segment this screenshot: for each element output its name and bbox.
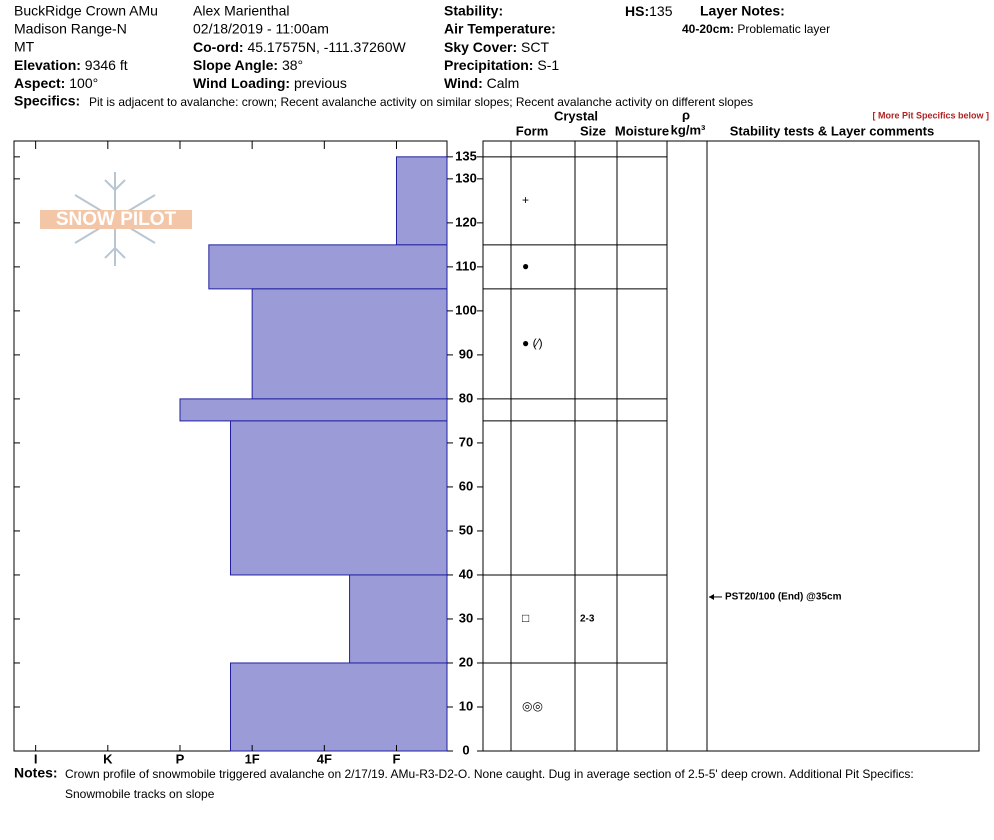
hs: HS:135 [625,3,673,19]
text: Problematic layer [737,22,830,36]
wind-loading: Wind Loading: previous [193,75,347,91]
hardness-bar [230,420,448,576]
label: Co-ord: [193,39,244,55]
layer-note: 40-20cm: Problematic layer [682,22,830,36]
label: HS: [625,3,649,19]
y-tick-label: 130 [455,170,477,185]
label: Sky Cover: [444,39,517,55]
label: Aspect: [14,75,65,91]
y-tick-label: 40 [459,566,473,581]
table-columns [510,141,708,751]
more-specifics-link[interactable]: [ More Pit Specifics below ] [872,110,989,120]
header-form: Form [516,123,549,138]
grain-form: ◎◎ [522,699,543,713]
slope-angle: Slope Angle: 38° [193,57,303,73]
logo-text: SNOW PILOT [56,209,177,230]
notes-label: Notes: [14,765,58,781]
hardness-bar [208,244,448,290]
label: Precipitation: [444,57,533,73]
hardness-bar [395,156,448,246]
range: Madison Range-N [14,21,127,37]
stability: Stability: [444,3,503,19]
label: Wind Loading: [193,75,290,91]
precipitation: Precipitation: S-1 [444,57,559,73]
header-crystal: Crystal [554,108,598,123]
label: Elevation: [14,57,81,73]
layer-notes-label: Layer Notes: [700,3,785,19]
observer: Alex Marienthal [193,3,290,19]
y-tick-label: 110 [456,258,477,273]
air-temperature: Air Temperature: [444,21,556,37]
header-density-unit: kg/m³ [671,122,706,137]
hardness-bar [349,574,448,664]
specifics-text: Pit is adjacent to avalanche: crown; Rec… [89,95,753,109]
grain-form: ● (⁄) [522,336,543,350]
y-tick-label: 10 [459,698,473,713]
header-size: Size [580,123,606,138]
y-tick-label: 20 [459,654,473,669]
value: previous [294,75,347,91]
header-rho: ρ [682,107,690,122]
label: Slope Angle: [193,57,278,73]
y-tick-label: 60 [459,478,473,493]
x-tick-label: P [176,751,185,766]
grain-size: 2-3 [580,614,595,625]
x-tick-label: 4F [317,751,332,766]
y-tick-label: 70 [459,434,473,449]
hardness-bar [230,662,448,752]
test-arrowhead [709,593,714,600]
y-tick-label: 90 [459,346,473,361]
value: 45.17575N, -111.37260W [247,39,406,55]
y-tick-label: 120 [455,214,477,229]
y-tick-label: 0 [462,742,469,757]
wind: Wind: Calm [444,75,519,91]
hardness-bar [251,288,448,400]
notes-line: Snowmobile tracks on slope [65,787,215,801]
elevation: Elevation: 9346 ft [14,57,128,73]
range: 40-20cm: [682,22,734,36]
x-tick-label: K [103,751,113,766]
y-tick-label: 30 [459,610,473,625]
label: Wind: [444,75,483,91]
x-tick-label: 1F [245,751,260,766]
value: 9346 ft [85,57,128,73]
y-tick-label: 50 [459,522,473,537]
x-tick-label: F [393,751,401,766]
value: S-1 [537,57,559,73]
grain-form: □ [522,611,529,625]
value: Calm [487,75,520,91]
stability-test: PST20/100 (End) @35cm [725,592,842,603]
value: 38° [282,57,303,73]
specifics-label: Specifics: [14,93,80,109]
notes-line: Crown profile of snowmobile triggered av… [65,767,914,781]
logo-band [40,210,192,229]
value: 135 [649,3,673,19]
grain-form: ● [522,259,529,273]
hardness-bar [179,398,448,422]
coord: Co-ord: 45.17575N, -111.37260W [193,39,406,55]
grain-form: + [522,193,529,207]
table-frame [482,140,980,752]
y-tick-label: 135 [455,148,477,163]
y-tick-label: 100 [455,302,477,317]
state: MT [14,39,35,55]
sky-cover: Sky Cover: SCT [444,39,549,55]
value: SCT [521,39,549,55]
y-tick-label: 80 [459,390,473,405]
site: BuckRidge Crown AMu [14,3,158,19]
datetime: 02/18/2019 - 11:00am [193,21,329,37]
aspect: Aspect: 100° [14,75,98,91]
header-comments: Stability tests & Layer comments [730,123,934,138]
x-tick-label: I [34,751,38,766]
header-moisture: Moisture [615,123,669,138]
value: 100° [69,75,98,91]
